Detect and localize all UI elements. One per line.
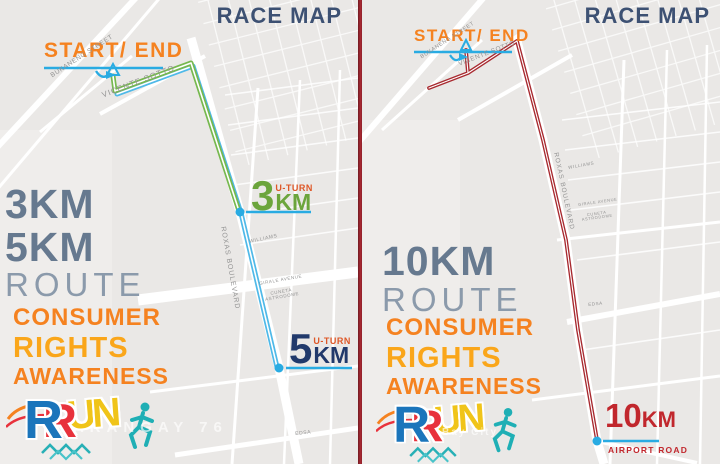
zigzag-streak-icon bbox=[41, 443, 91, 455]
run-logo: R R U N bbox=[6, 390, 166, 463]
uturn-5km-tag: U-TURN bbox=[313, 336, 351, 347]
uturn-5km-label: 5 U-TURN KM bbox=[289, 325, 351, 372]
race-map-title: RACE MAP bbox=[584, 3, 710, 28]
route-headline-line1: 10KM bbox=[382, 238, 496, 284]
panel-10km: RACE MAP START/ END BUKANENG STREET VICE… bbox=[362, 0, 720, 464]
campaign-line2: RIGHTS bbox=[13, 331, 129, 364]
campaign-line3: AWARENESS bbox=[386, 373, 542, 400]
start-pointer-arrow-icon bbox=[459, 53, 468, 61]
map-watermark: BARANGAY 76 bbox=[56, 419, 228, 436]
panel-3km-5km: RACE MAP START/ END BUKANENG STREET VICE… bbox=[0, 0, 358, 464]
uturn-5km-dot bbox=[274, 363, 284, 373]
race-map-title: RACE MAP bbox=[216, 3, 342, 28]
logo-letter-r2: R bbox=[411, 399, 444, 451]
zigzag-streak2-icon bbox=[49, 449, 83, 461]
zigzag-streak-icon bbox=[409, 446, 457, 458]
uturn-3km-number: 3 bbox=[251, 172, 275, 219]
route-headline-line1: 3KM bbox=[5, 181, 95, 227]
street-grid bbox=[545, 0, 720, 159]
logo-letter-r1: R bbox=[24, 390, 63, 450]
campaign-line2: RIGHTS bbox=[386, 341, 502, 374]
campaign-title: CONSUMER RIGHTS AWARENESS bbox=[386, 314, 542, 400]
uturn-3km-tag: U-TURN bbox=[275, 183, 313, 194]
route-10km-inner bbox=[428, 40, 598, 441]
runner-icon bbox=[128, 402, 154, 449]
finish-unit: KM bbox=[641, 406, 676, 432]
logo-letter-r2: R bbox=[43, 394, 77, 447]
finish-road-label: AIRPORT ROAD bbox=[608, 445, 689, 455]
uturn-3km-unit: KM bbox=[275, 189, 312, 216]
finish-number: 10 bbox=[605, 397, 642, 434]
route-headline-line2: 5KM bbox=[5, 223, 95, 270]
zigzag-streak2-icon bbox=[417, 452, 449, 464]
start-marker-icon bbox=[105, 61, 121, 76]
campaign-line1: CONSUMER bbox=[13, 304, 162, 331]
campaign-line3: AWARENESS bbox=[13, 363, 169, 390]
uturn-3km-dot bbox=[235, 207, 245, 217]
street-grid bbox=[198, 0, 358, 166]
runner-icon bbox=[492, 408, 517, 453]
route-headline-word: ROUTE bbox=[382, 280, 523, 318]
logo-letter-r1: R bbox=[393, 396, 431, 454]
uturn-3km-label: 3 U-TURN KM bbox=[251, 172, 313, 219]
run-logo-decoration bbox=[376, 408, 517, 464]
start-marker-icon bbox=[459, 37, 473, 51]
finish-10km-dot bbox=[592, 436, 602, 446]
finish-10km-label: 10 KM bbox=[605, 397, 676, 434]
route-headline: 10KM ROUTE bbox=[382, 240, 523, 317]
map-watermark: Bay City bbox=[442, 427, 499, 438]
run-logo: R R U N bbox=[376, 396, 528, 464]
run-logo-decoration bbox=[6, 402, 154, 461]
route-3km-inner bbox=[112, 62, 240, 212]
panel-divider bbox=[358, 0, 362, 464]
start-end-label: START/ END bbox=[414, 26, 530, 45]
route-headline: 3KM 5KM ROUTE bbox=[5, 183, 146, 303]
start-end-label: START/ END bbox=[44, 39, 184, 62]
map-roads bbox=[0, 0, 358, 464]
uturn-5km-unit: KM bbox=[313, 342, 350, 369]
logo-letter-n: N bbox=[90, 390, 123, 436]
route-headline-word: ROUTE bbox=[5, 266, 146, 304]
map-canvas-left bbox=[0, 0, 358, 464]
campaign-line1: CONSUMER bbox=[386, 314, 535, 341]
map-bay-area bbox=[362, 120, 460, 464]
campaign-title: CONSUMER RIGHTS AWARENESS bbox=[13, 304, 169, 390]
map-canvas-right bbox=[362, 0, 720, 464]
uturn-5km-number: 5 bbox=[289, 325, 313, 372]
